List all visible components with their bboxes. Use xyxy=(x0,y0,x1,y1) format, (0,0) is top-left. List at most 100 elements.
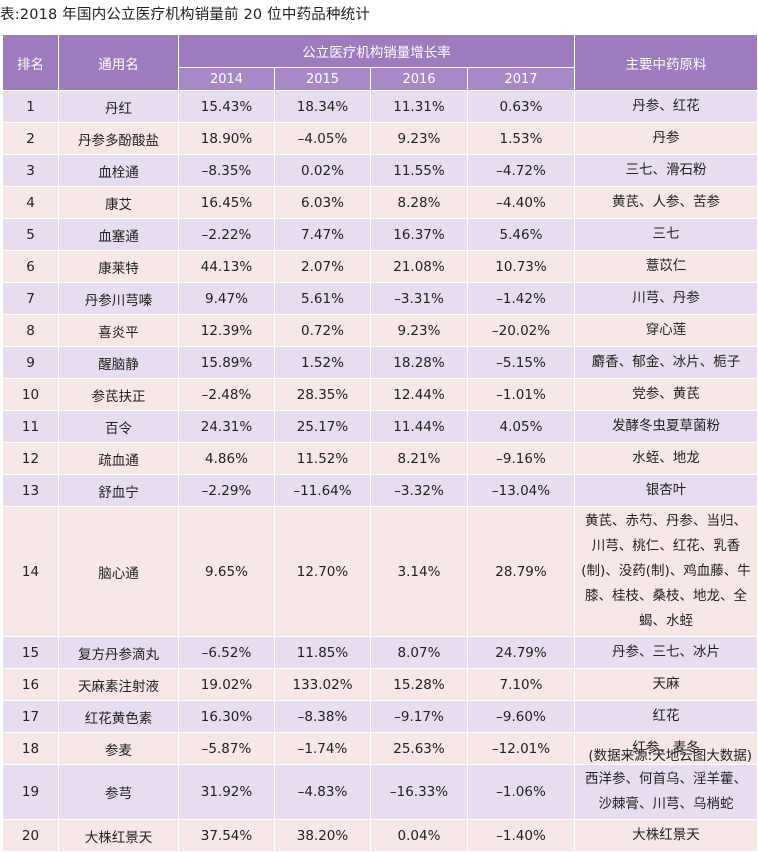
growth-2014-cell: 16.45% xyxy=(178,186,275,219)
growth-2014-cell: 15.89% xyxy=(178,346,275,379)
growth-2017-cell: –5.15% xyxy=(467,346,575,379)
growth-2017-cell: –13.04% xyxy=(467,474,575,507)
materials-cell: 黄芪、赤芍、丹参、当归、川芎、桃仁、红花、乳香(制)、没药(制)、鸡血藤、牛膝、… xyxy=(574,506,758,637)
rank-cell: 9 xyxy=(2,346,59,379)
materials-cell: 发酵冬虫夏草菌粉 xyxy=(574,410,758,443)
growth-2014-cell: 9.47% xyxy=(178,282,275,315)
materials-cell: 三七、滑石粉 xyxy=(574,154,758,187)
rank-cell: 16 xyxy=(2,668,59,701)
table-row: 6 康莱特 44.13% 2.07% 21.08% 10.73% 薏苡仁 xyxy=(2,250,758,283)
growth-2017-cell: 0.63% xyxy=(467,90,575,123)
growth-2017-cell: 5.46% xyxy=(467,218,575,251)
name-cell: 丹参多酚酸盐 xyxy=(58,122,179,155)
growth-2015-cell: 18.34% xyxy=(274,90,371,123)
header-growth: 公立医疗机构销量增长率 xyxy=(178,34,575,68)
growth-2017-cell: –20.02% xyxy=(467,314,575,347)
materials-cell: 麝香、郁金、冰片、栀子 xyxy=(574,346,758,379)
header-year: 2015 xyxy=(274,67,371,91)
header-year: 2014 xyxy=(178,67,275,91)
table-body: 1 丹红 15.43% 18.34% 11.31% 0.63% 丹参、红花 2 丹参多酚酸盐 18… xyxy=(2,90,758,852)
table-row: 16 天麻素注射液 19.02% 133.02% 15.28% 7.10% 天麻 xyxy=(2,668,758,701)
growth-2014-cell: –2.48% xyxy=(178,378,275,411)
growth-2017-cell: 4.05% xyxy=(467,410,575,443)
growth-2015-cell: 6.03% xyxy=(274,186,371,219)
growth-2014-cell: –2.29% xyxy=(178,474,275,507)
growth-2016-cell: 25.63% xyxy=(370,732,468,765)
name-cell: 喜炎平 xyxy=(58,314,179,347)
growth-table: 排名 通用名 公立医疗机构销量增长率 主要中药原料 2014 2015 2016… xyxy=(2,34,758,852)
table-row: 9 醒脑静 15.89% 1.52% 18.28% –5.15% 麝香、郁金、冰片、栀子 xyxy=(2,346,758,379)
growth-2017-cell: 24.79% xyxy=(467,636,575,669)
growth-2016-cell: –16.33% xyxy=(370,764,468,820)
growth-2015-cell: –4.83% xyxy=(274,764,371,820)
growth-2015-cell: 28.35% xyxy=(274,378,371,411)
growth-2015-cell: 1.52% xyxy=(274,346,371,379)
materials-cell: 丹参 xyxy=(574,122,758,155)
table-row: 8 喜炎平 12.39% 0.72% 9.23% –20.02% 穿心莲 xyxy=(2,314,758,347)
growth-2016-cell: 11.55% xyxy=(370,154,468,187)
materials-cell: 大株红景天 xyxy=(574,819,758,852)
growth-2017-cell: –1.01% xyxy=(467,378,575,411)
table-row: 18 参麦 –5.87% –1.74% 25.63% –12.01% 红参、麦冬 xyxy=(2,732,758,765)
table-row: 12 疏血通 4.86% 11.52% 8.21% –9.16% 水蛭、地龙 xyxy=(2,442,758,475)
table-row: 11 百令 24.31% 25.17% 11.44% 4.05% 发酵冬虫夏草菌粉 xyxy=(2,410,758,443)
name-cell: 醒脑静 xyxy=(58,346,179,379)
header-materials: 主要中药原料 xyxy=(574,34,758,91)
growth-2015-cell: 38.20% xyxy=(274,819,371,852)
growth-2014-cell: 24.31% xyxy=(178,410,275,443)
growth-2016-cell: 11.31% xyxy=(370,90,468,123)
name-cell: 丹参川芎嗪 xyxy=(58,282,179,315)
growth-2014-cell: –8.35% xyxy=(178,154,275,187)
table-row: 19 参芎 31.92% –4.83% –16.33% –1.06% 西洋参、何首乌、淫羊藿… xyxy=(2,764,758,820)
table-row: 1 丹红 15.43% 18.34% 11.31% 0.63% 丹参、红花 xyxy=(2,90,758,123)
name-cell: 参麦 xyxy=(58,732,179,765)
growth-2014-cell: 31.92% xyxy=(178,764,275,820)
growth-2016-cell: 12.44% xyxy=(370,378,468,411)
growth-2017-cell: –9.60% xyxy=(467,700,575,733)
growth-2016-cell: –3.32% xyxy=(370,474,468,507)
materials-cell: 天麻 xyxy=(574,668,758,701)
growth-2016-cell: 21.08% xyxy=(370,250,468,283)
growth-2015-cell: –8.38% xyxy=(274,700,371,733)
growth-2015-cell: 2.07% xyxy=(274,250,371,283)
name-cell: 复方丹参滴丸 xyxy=(58,636,179,669)
growth-2016-cell: 0.04% xyxy=(370,819,468,852)
table-row: 10 参芪扶正 –2.48% 28.35% 12.44% –1.01% 党参、黄芪 xyxy=(2,378,758,411)
table-row: 13 舒血宁 –2.29% –11.64% –3.32% –13.04% 银杏叶 xyxy=(2,474,758,507)
header-year: 2017 xyxy=(467,67,575,91)
growth-2016-cell: 16.37% xyxy=(370,218,468,251)
growth-2017-cell: 28.79% xyxy=(467,506,575,637)
growth-2017-cell: –4.40% xyxy=(467,186,575,219)
table-row: 14 脑心通 9.65% 12.70% 3.14% 28.79% 黄芪、赤芍、丹参、当归、川… xyxy=(2,506,758,637)
rank-cell: 17 xyxy=(2,700,59,733)
materials-cell: 银杏叶 xyxy=(574,474,758,507)
growth-2015-cell: 133.02% xyxy=(274,668,371,701)
growth-2015-cell: 25.17% xyxy=(274,410,371,443)
materials-cell: 水蛭、地龙 xyxy=(574,442,758,475)
materials-cell: 薏苡仁 xyxy=(574,250,758,283)
growth-2014-cell: –5.87% xyxy=(178,732,275,765)
table-row: 4 康艾 16.45% 6.03% 8.28% –4.40% 黄芪、人参、苦参 xyxy=(2,186,758,219)
growth-2017-cell: –9.16% xyxy=(467,442,575,475)
growth-2015-cell: 11.52% xyxy=(274,442,371,475)
materials-cell: 川芎、丹参 xyxy=(574,282,758,315)
name-cell: 舒血宁 xyxy=(58,474,179,507)
growth-2014-cell: 16.30% xyxy=(178,700,275,733)
name-cell: 康莱特 xyxy=(58,250,179,283)
rank-cell: 3 xyxy=(2,154,59,187)
rank-cell: 10 xyxy=(2,378,59,411)
rank-cell: 4 xyxy=(2,186,59,219)
growth-2014-cell: 4.86% xyxy=(178,442,275,475)
rank-cell: 6 xyxy=(2,250,59,283)
growth-2014-cell: 37.54% xyxy=(178,819,275,852)
growth-2016-cell: 3.14% xyxy=(370,506,468,637)
growth-2015-cell: –11.64% xyxy=(274,474,371,507)
rank-cell: 13 xyxy=(2,474,59,507)
growth-2016-cell: 9.23% xyxy=(370,122,468,155)
growth-2016-cell: –9.17% xyxy=(370,700,468,733)
growth-2016-cell: 15.28% xyxy=(370,668,468,701)
name-cell: 红花黄色素 xyxy=(58,700,179,733)
growth-2016-cell: 11.44% xyxy=(370,410,468,443)
growth-2016-cell: 8.21% xyxy=(370,442,468,475)
growth-2014-cell: 19.02% xyxy=(178,668,275,701)
